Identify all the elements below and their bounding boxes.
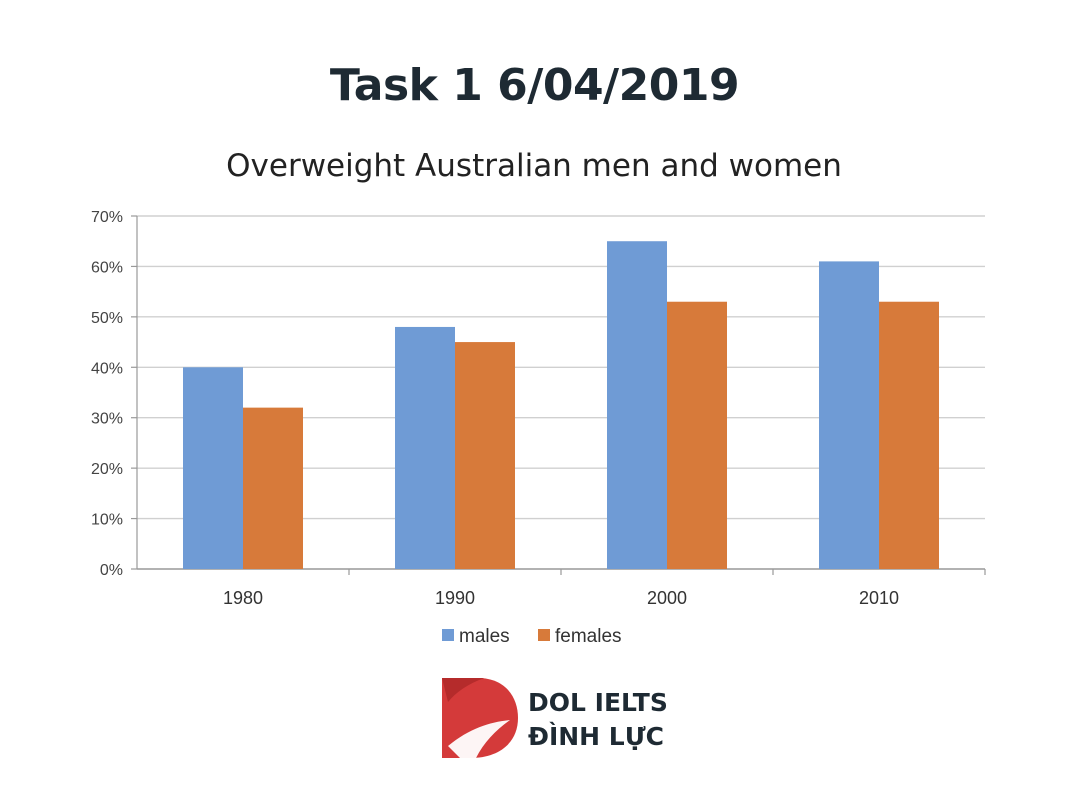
y-tick-label: 20% [91, 461, 123, 478]
legend-swatch-females [538, 629, 550, 641]
x-tick-label: 1990 [435, 588, 475, 608]
y-tick-label: 10% [91, 512, 123, 529]
bar-males-1990 [395, 326, 455, 569]
chart-bars [183, 241, 939, 569]
brand-line-2: ĐÌNH LỰC [528, 722, 664, 751]
bar-females-2010 [879, 301, 939, 569]
y-tick-label: 50% [91, 310, 123, 327]
bar-females-1980 [243, 407, 303, 569]
bar-females-1990 [455, 342, 515, 569]
bar-females-2000 [667, 301, 727, 569]
brand-logo: DOL IELTS ĐÌNH LỰC [440, 676, 700, 760]
x-tick-label: 2010 [859, 588, 899, 608]
legend-swatch-males [442, 629, 454, 641]
y-tick-label: 70% [91, 209, 123, 226]
bar-males-2000 [607, 241, 667, 569]
chart-axes: 0% 10% 20% 30% 40% 50% 60% 70% 1980 1990 2000 2010 [91, 209, 986, 608]
bar-males-2010 [819, 261, 879, 569]
page-title: Task 1 6/04/2019 [329, 60, 740, 111]
x-tick-label: 2000 [647, 588, 687, 608]
chart-title: Overweight Australian men and women [226, 148, 842, 184]
bar-chart: Overweight Australian men and women 0% 10… [91, 148, 986, 647]
chart-legend: males females [442, 626, 622, 647]
brand-line-1: DOL IELTS [528, 688, 668, 717]
y-tick-label: 60% [91, 259, 123, 276]
legend-label-females: females [555, 626, 622, 647]
y-tick-label: 30% [91, 411, 123, 428]
legend-label-males: males [459, 626, 510, 647]
x-tick-label: 1980 [223, 588, 263, 608]
bar-males-1980 [183, 367, 243, 569]
dol-logo-icon [442, 678, 518, 758]
y-tick-label: 40% [91, 360, 123, 377]
y-tick-label: 0% [100, 562, 123, 579]
